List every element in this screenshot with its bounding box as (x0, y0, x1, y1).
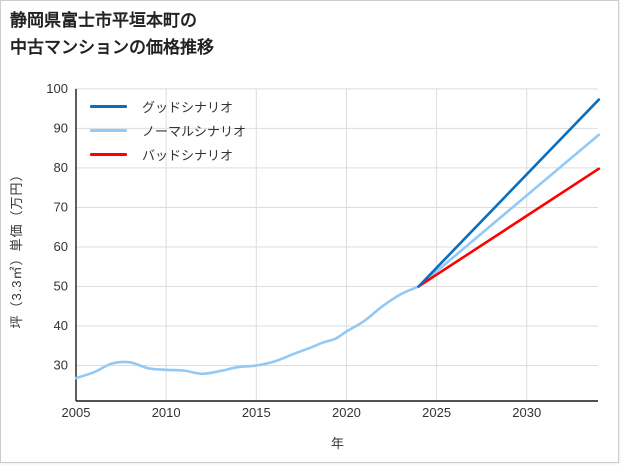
svg-text:2020: 2020 (332, 405, 361, 420)
svg-text:80: 80 (54, 160, 68, 175)
svg-text:2005: 2005 (62, 405, 91, 420)
svg-text:60: 60 (54, 239, 68, 254)
svg-text:2025: 2025 (422, 405, 451, 420)
svg-text:40: 40 (54, 318, 68, 333)
svg-text:70: 70 (54, 199, 68, 214)
svg-text:100: 100 (46, 81, 68, 96)
svg-text:2030: 2030 (512, 405, 541, 420)
svg-text:2015: 2015 (242, 405, 271, 420)
svg-text:90: 90 (54, 120, 68, 135)
svg-text:2010: 2010 (152, 405, 181, 420)
svg-text:30: 30 (54, 358, 68, 373)
svg-text:50: 50 (54, 278, 68, 293)
